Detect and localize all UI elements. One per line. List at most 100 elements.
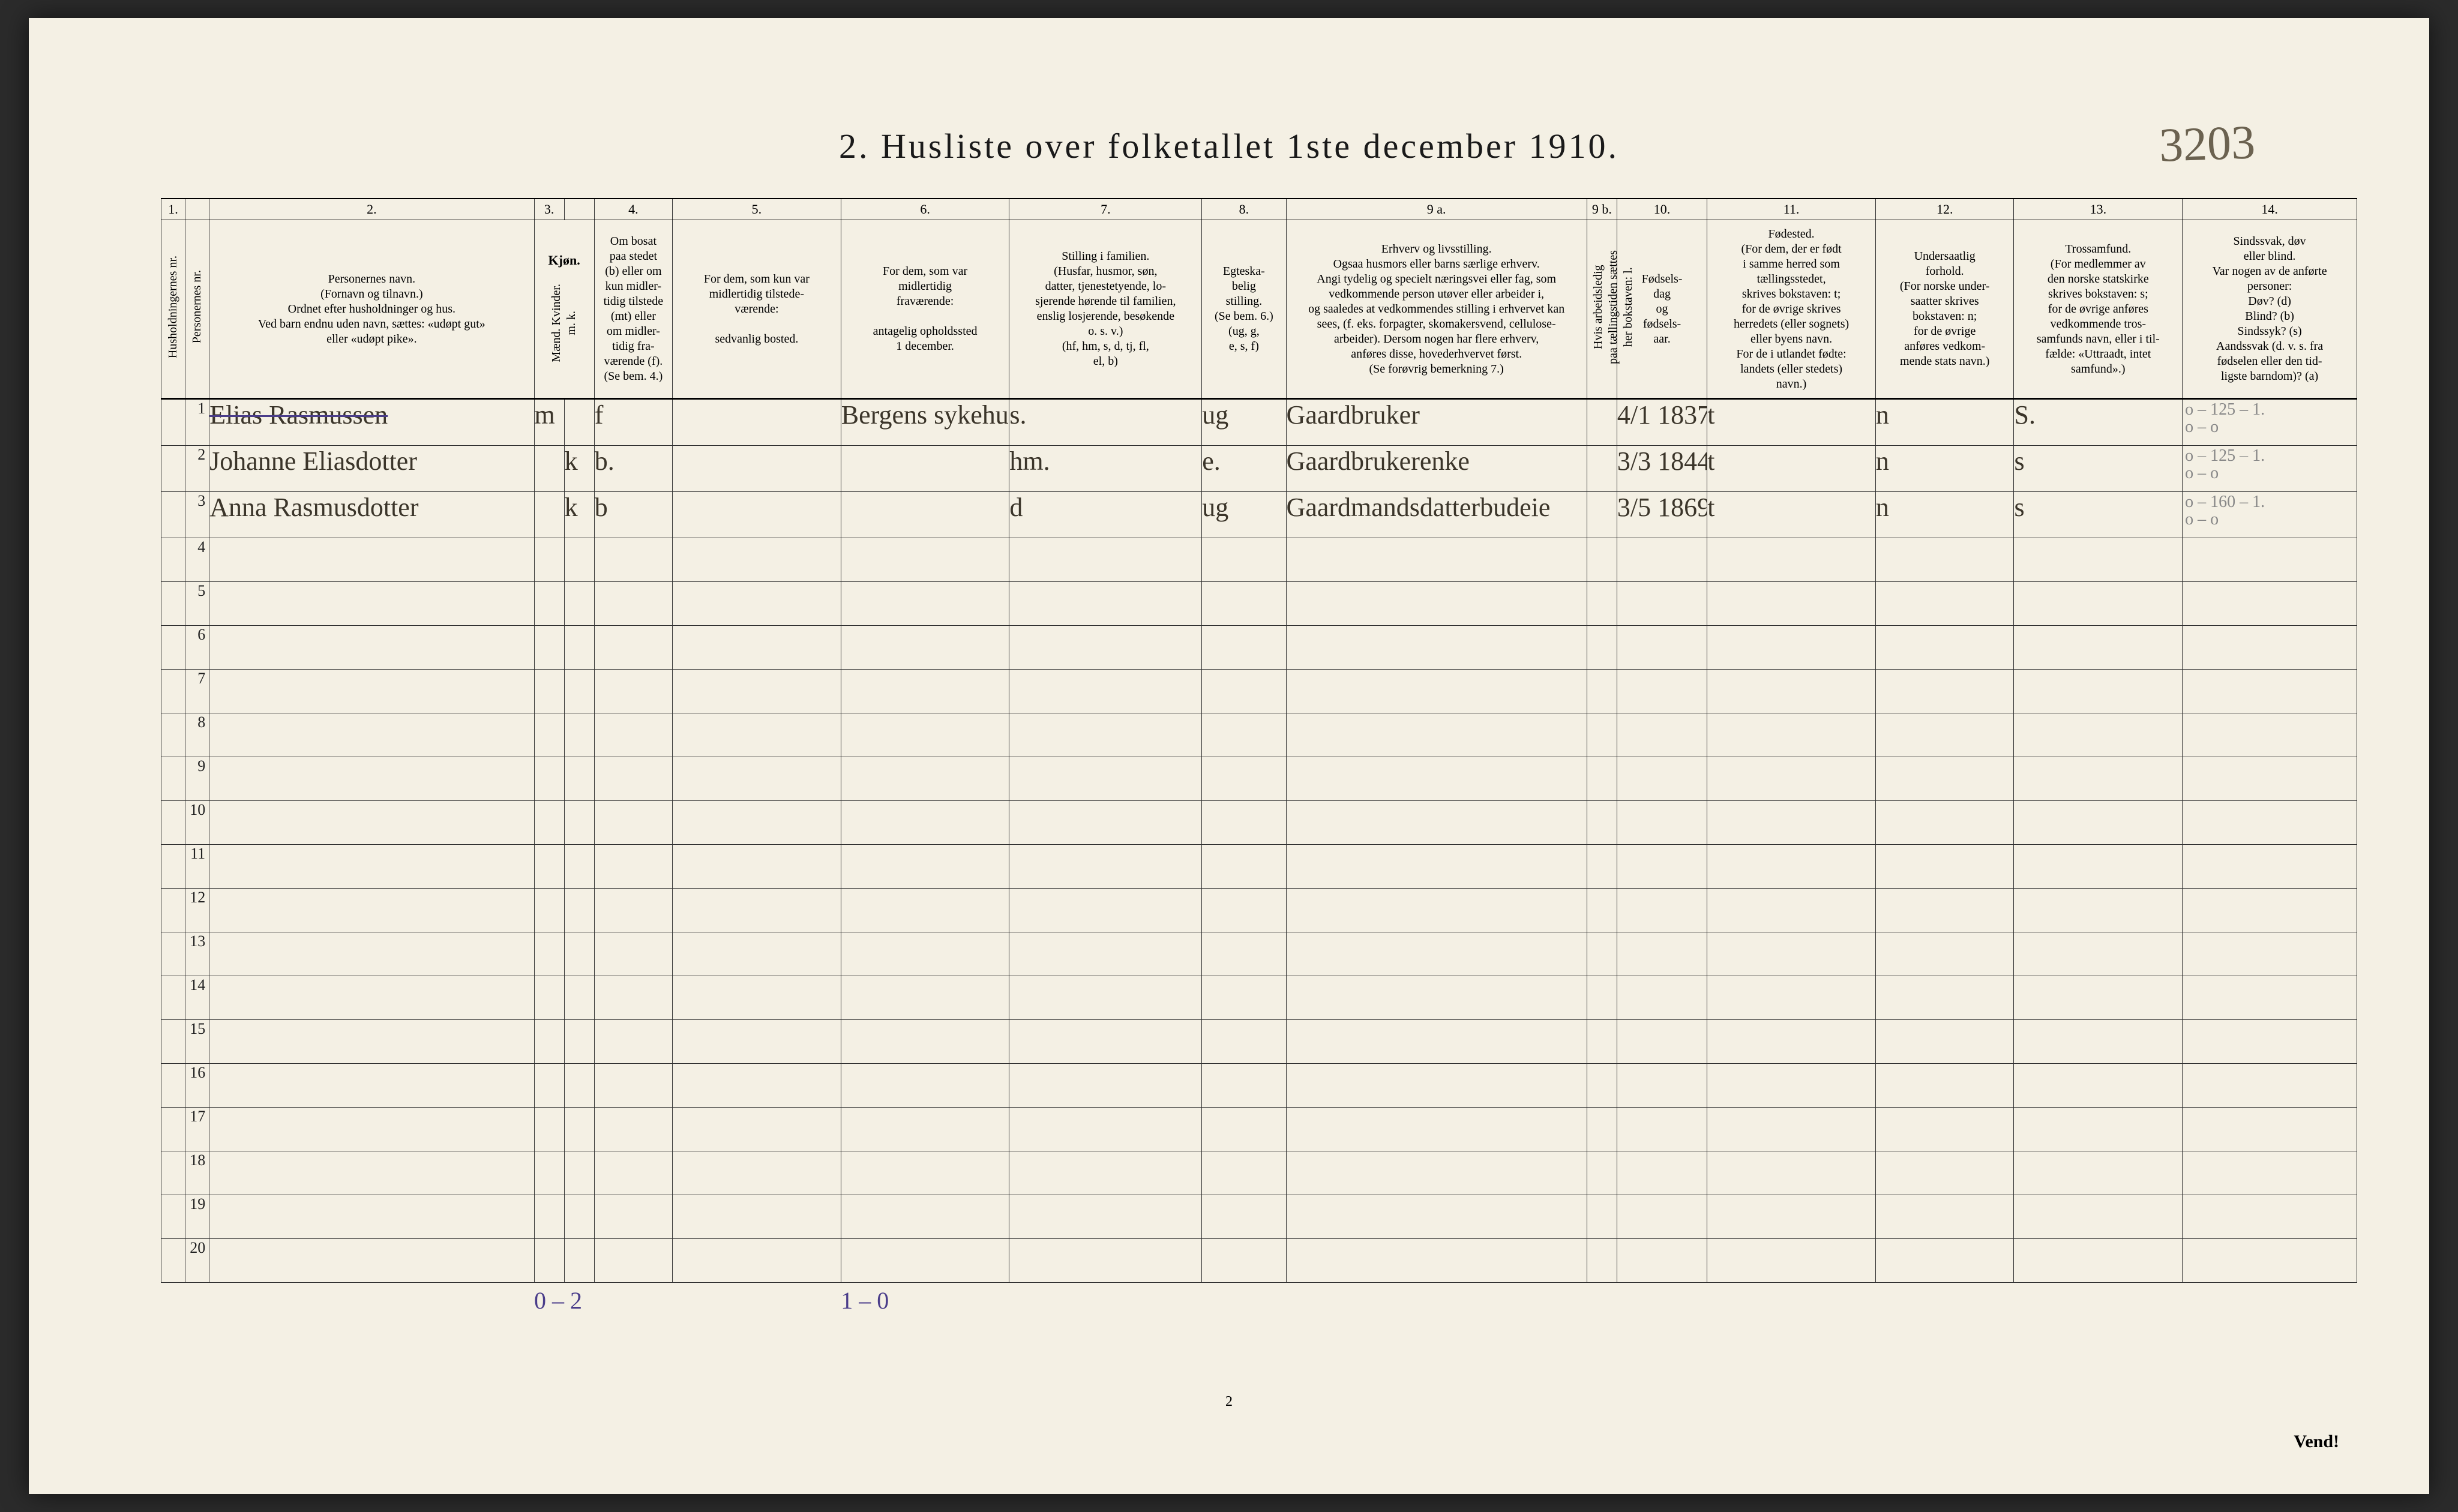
empty-cell [161, 582, 185, 626]
empty-cell [2183, 976, 2357, 1020]
empty-cell [1707, 1195, 1876, 1239]
empty-cell [1587, 1108, 1617, 1151]
empty-cell [564, 538, 594, 582]
empty-cell [594, 889, 672, 932]
empty-cell [673, 976, 841, 1020]
empty-cell [161, 670, 185, 713]
cell-fravar: Bergens sykehus [841, 399, 1009, 446]
empty-cell [1617, 889, 1707, 932]
empty-cell [209, 538, 534, 582]
empty-cell [209, 1195, 534, 1239]
empty-cell: 19 [185, 1195, 209, 1239]
cell-bosat: b [594, 492, 672, 538]
empty-cell [1587, 1064, 1617, 1108]
empty-cell [534, 670, 564, 713]
empty-cell [1707, 582, 1876, 626]
empty-cell [1587, 713, 1617, 757]
header-row: Husholdningernes nr. Personernes nr. Per… [161, 220, 2357, 399]
empty-cell [1587, 1239, 1617, 1283]
empty-cell [841, 582, 1009, 626]
empty-cell [564, 1108, 594, 1151]
empty-cell [1009, 713, 1202, 757]
empty-cell [673, 845, 841, 889]
cell-bosat: b. [594, 446, 672, 492]
footer-annot-col6: 1 – 0 [841, 1283, 1009, 1317]
empty-cell [1707, 757, 1876, 801]
colnum-6: 6. [841, 199, 1009, 220]
empty-cell [2183, 1151, 2357, 1195]
empty-cell [1875, 1108, 2014, 1151]
cell-name: Elias Rasmussen [209, 399, 534, 446]
empty-cell [1202, 1239, 1286, 1283]
empty-cell [209, 801, 534, 845]
empty-cell [2014, 757, 2183, 801]
empty-cell: 18 [185, 1151, 209, 1195]
cell-fravar [841, 446, 1009, 492]
empty-cell [161, 626, 185, 670]
empty-cell [1587, 538, 1617, 582]
empty-cell [1875, 801, 2014, 845]
cell-sex-m: m [534, 399, 564, 446]
cell-tros: s [2014, 492, 2183, 538]
empty-cell [1707, 1151, 1876, 1195]
cell-fdato: 3/5 1869 [1617, 492, 1707, 538]
empty-row: 4 [161, 538, 2357, 582]
empty-cell [1009, 1239, 1202, 1283]
empty-cell [841, 1239, 1009, 1283]
empty-cell [841, 626, 1009, 670]
empty-cell [673, 1020, 841, 1064]
empty-cell [534, 757, 564, 801]
empty-cell [1617, 626, 1707, 670]
empty-cell [841, 1108, 1009, 1151]
empty-cell [1202, 626, 1286, 670]
empty-cell [1009, 757, 1202, 801]
empty-row: 16 [161, 1064, 2357, 1108]
empty-cell [161, 1239, 185, 1283]
empty-cell [1587, 1151, 1617, 1195]
empty-cell [1202, 1108, 1286, 1151]
empty-cell [1707, 845, 1876, 889]
cell-sex-m [534, 492, 564, 538]
empty-cell [209, 845, 534, 889]
cell-fsted: t [1707, 492, 1876, 538]
empty-cell [1707, 1064, 1876, 1108]
cell-under: n [1875, 492, 2014, 538]
empty-cell [1202, 538, 1286, 582]
empty-cell [2183, 1239, 2357, 1283]
empty-cell [1286, 932, 1587, 976]
empty-cell [1617, 1064, 1707, 1108]
empty-cell [209, 976, 534, 1020]
empty-cell: 12 [185, 889, 209, 932]
empty-cell: 8 [185, 713, 209, 757]
empty-cell [1587, 1020, 1617, 1064]
cell-arbeidsledig [1587, 399, 1617, 446]
table-header: 1. 2. 3. 4. 5. 6. 7. 8. 9 a. 9 b. 10. 11… [161, 199, 2357, 399]
empty-cell [1707, 1239, 1876, 1283]
hdr-sindssvak: Sindssvak, døveller blind.Var nogen av d… [2183, 220, 2357, 399]
empty-cell [1875, 1195, 2014, 1239]
empty-cell [564, 757, 594, 801]
page-number: 2 [29, 1394, 2429, 1410]
empty-cell [1286, 1020, 1587, 1064]
colnum-3b [564, 199, 594, 220]
empty-cell [594, 713, 672, 757]
empty-cell [2183, 582, 2357, 626]
empty-cell [1009, 932, 1202, 976]
empty-row: 7 [161, 670, 2357, 713]
empty-cell [1286, 976, 1587, 1020]
empty-cell [594, 932, 672, 976]
empty-cell [1286, 713, 1587, 757]
cell-person-nr: 1 [185, 399, 209, 446]
empty-cell [161, 801, 185, 845]
cell-under: n [1875, 399, 2014, 446]
cell-sex-m [534, 446, 564, 492]
empty-cell [1875, 713, 2014, 757]
cell-person-nr: 2 [185, 446, 209, 492]
empty-cell [1617, 845, 1707, 889]
empty-cell [1286, 1064, 1587, 1108]
empty-cell [534, 1239, 564, 1283]
empty-cell [1587, 757, 1617, 801]
empty-cell [841, 538, 1009, 582]
empty-cell [2014, 713, 2183, 757]
cell-name: Johanne Eliasdotter [209, 446, 534, 492]
